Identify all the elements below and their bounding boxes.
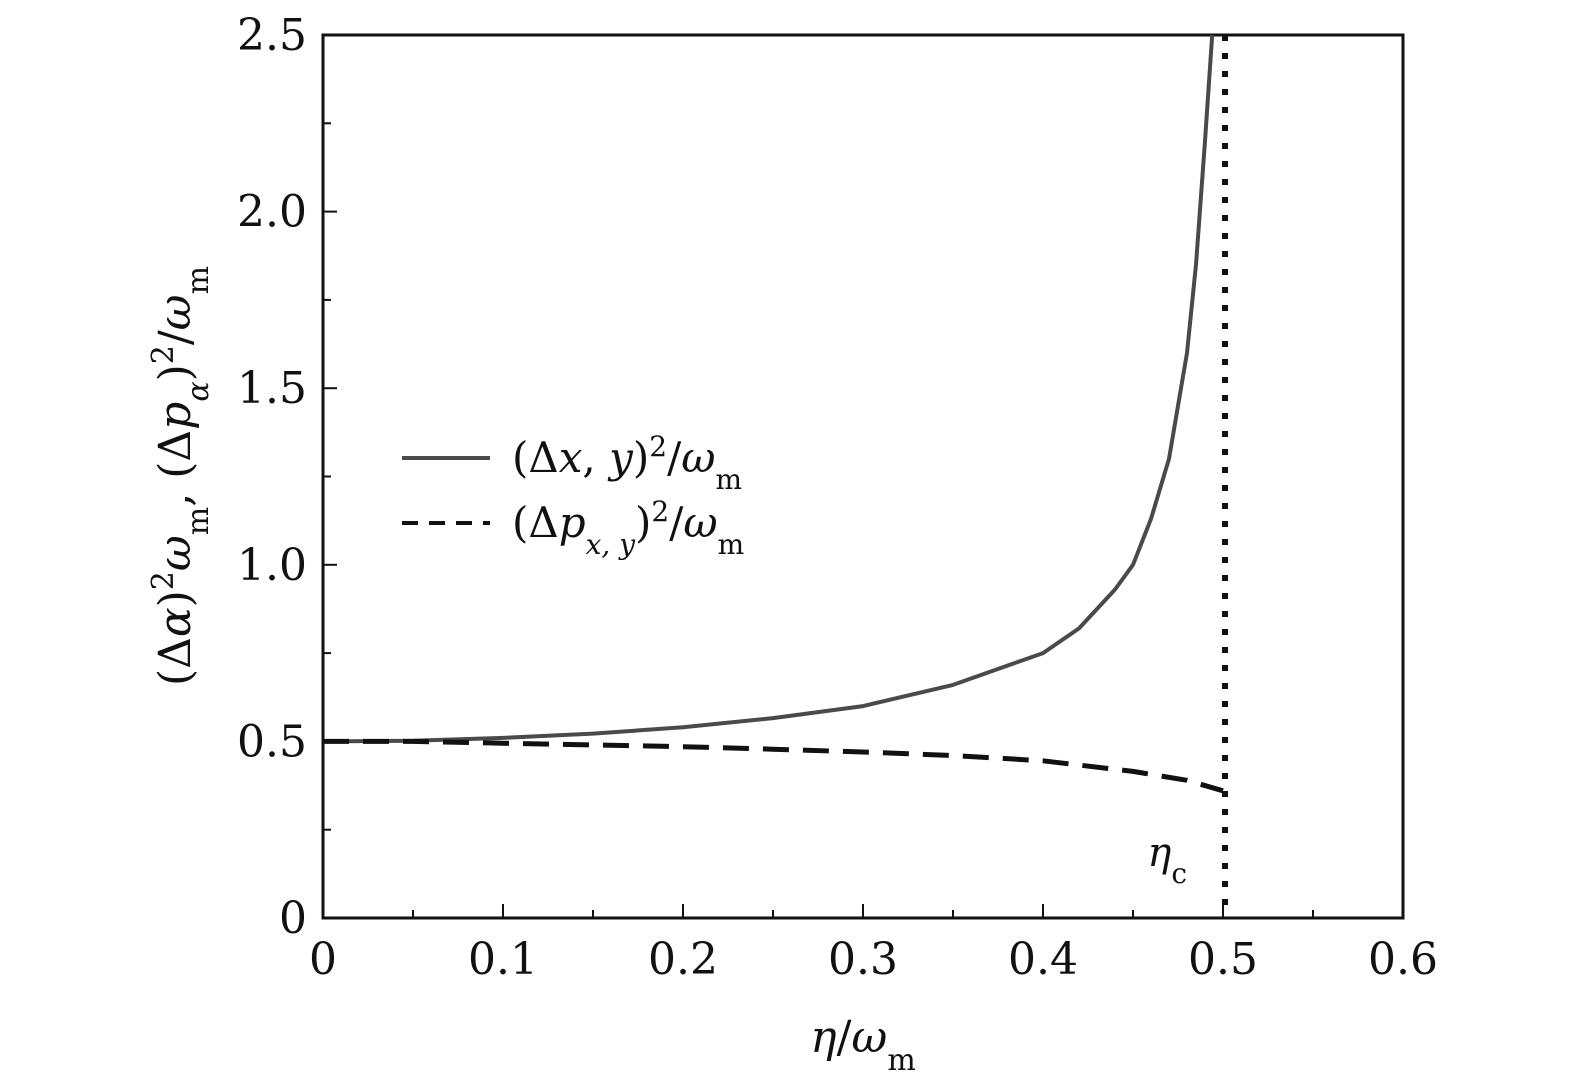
annotations-layer: ηc [1147,35,1228,918]
legend: (Δx, y)2/ωm (Δpx, y)2/ωm [402,430,744,561]
y-tick-label: 2.0 [237,187,307,238]
x-tick-label: 0.4 [1008,934,1078,985]
series-layer [322,34,1224,794]
x-axis-title: η/ωm [810,1012,916,1078]
x-tick-label: 0.3 [828,934,898,985]
x-tick-label: 0.2 [648,934,718,985]
series-line-solid [322,34,1215,744]
y-tick-label: 1.0 [237,540,307,591]
legend-label-solid: (Δx, y)2/ωm [512,430,742,496]
x-tick-label: 0.1 [468,934,538,985]
series-line-dashed [323,738,1224,794]
y-axis-title: (Δα)2ωm, (Δpα)2/ωm [146,266,216,686]
y-tick-label: 0 [279,893,307,944]
x-tick-label: 0.6 [1368,934,1438,985]
axis-ticks: 0 0.1 0.2 0.3 0.4 0.5 0.6 0 0.5 1.0 1.5 2.0 2.5 [237,10,1438,985]
critical-label: ηc [1147,830,1187,890]
x-tick-label: 0 [309,934,337,985]
x-tick-label: 0.5 [1188,934,1258,985]
y-tick-label: 2.5 [237,10,307,61]
plot-frame [321,33,1405,920]
y-tick-label: 0.5 [237,716,307,767]
y-tick-label: 1.5 [237,363,307,414]
legend-label-dashed: (Δpx, y)2/ωm [512,495,744,561]
